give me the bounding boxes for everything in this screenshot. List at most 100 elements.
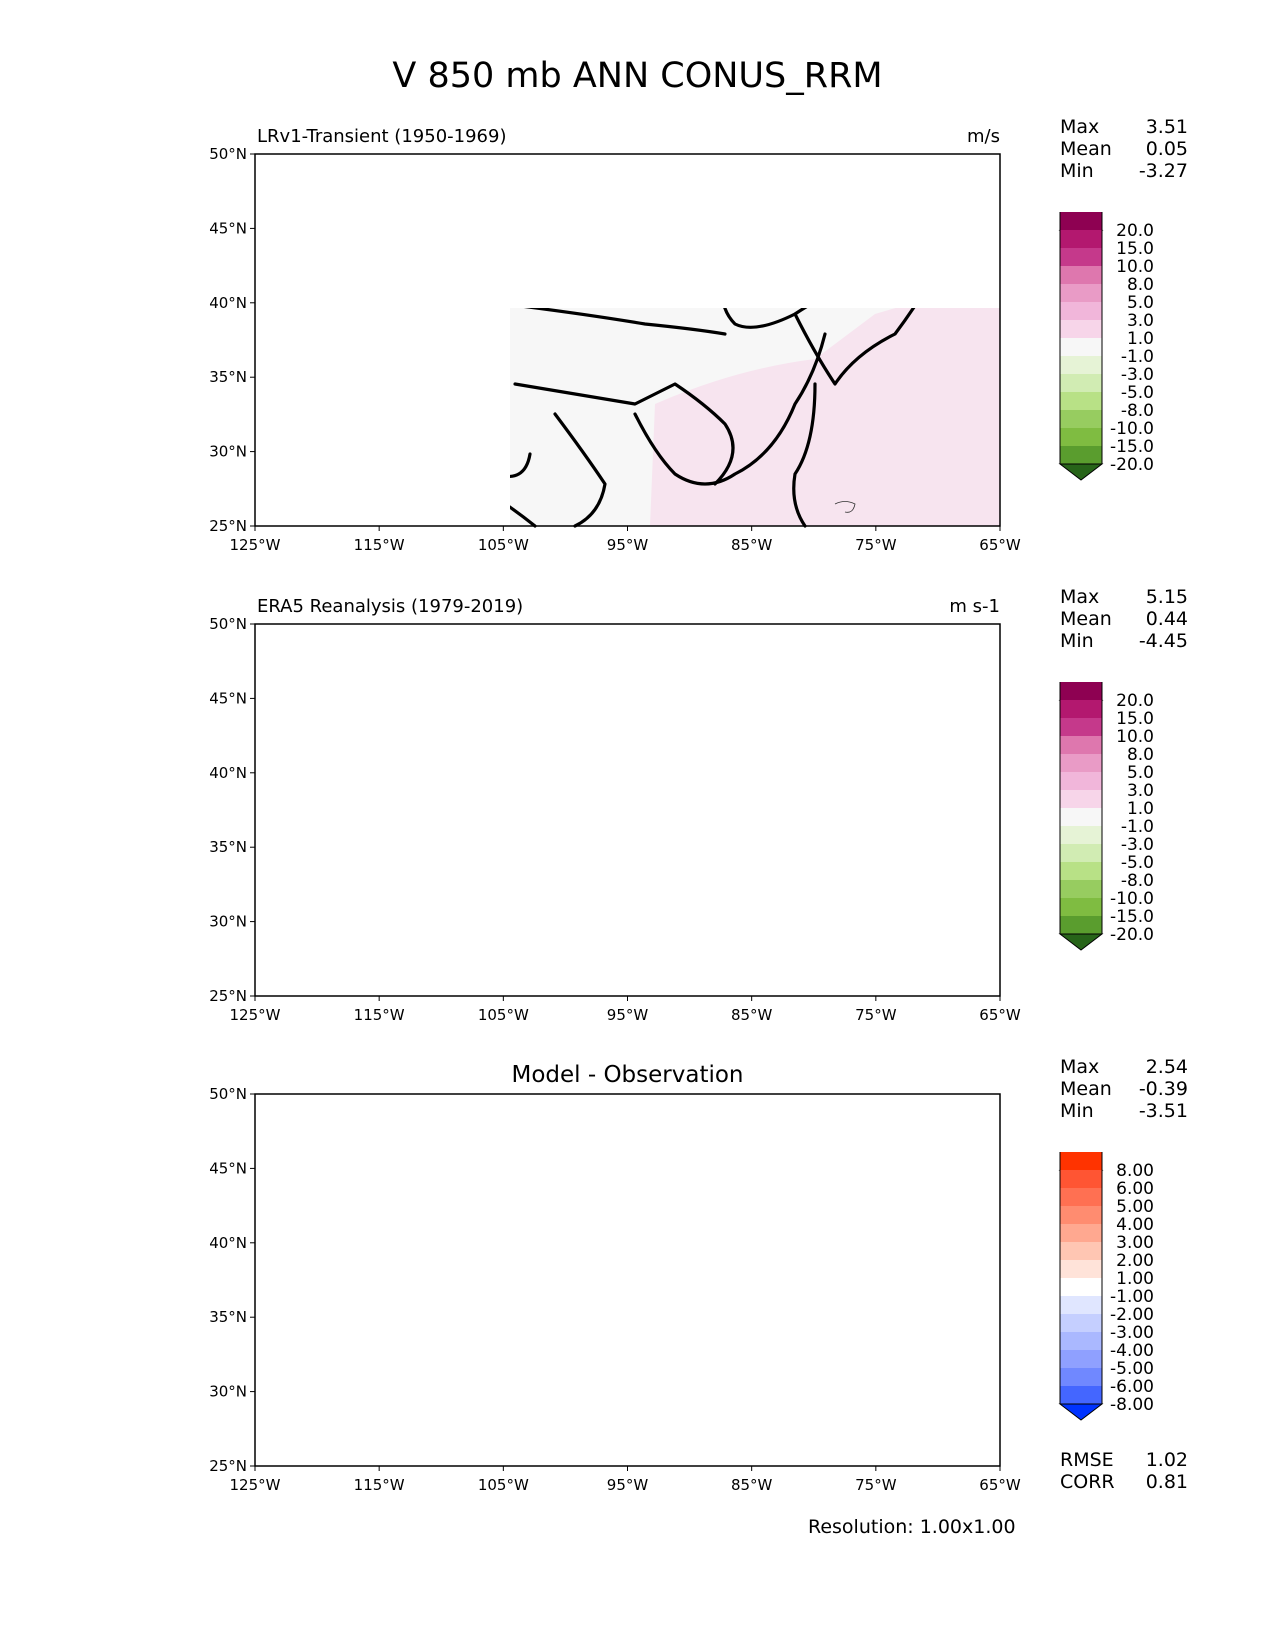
basin-boundary [555,1354,605,1466]
contour-area [255,384,295,452]
stat-label: Mean [1060,1078,1112,1100]
colorbar-extend-bottom [1058,933,1104,951]
colorbar-label: 5.0 [1127,763,1154,783]
stat-value: 5.15 [1146,586,1188,608]
colorbar-label: 10.0 [1116,257,1154,277]
coastline [375,414,425,526]
basin-boundary [513,382,735,486]
basin-boundary [515,854,733,954]
basin-boundary [515,1324,733,1424]
coastline [395,894,455,996]
stat-value: 1.02 [1146,1449,1188,1471]
colorbar-label: 3.0 [1127,311,1154,331]
colorbar-segment [1060,1278,1102,1296]
lon-tick-label: 85°W [731,1006,773,1024]
stat-value: 0.81 [1146,1471,1188,1493]
contour-area [255,804,325,974]
lat-tick-label: 25°N [209,1457,247,1475]
basin-boundary [475,924,508,964]
colorbar-segment [1060,898,1102,916]
lon-tick-label: 65°W [979,1476,1021,1494]
basin-boundary [445,1194,493,1364]
coastline [985,704,1000,715]
contour-area [255,624,1000,996]
colorbar-label: 5.00 [1116,1197,1154,1217]
colorbar-outline [1059,682,1103,934]
lon-tick-label: 75°W [855,536,897,554]
stat-label: Max [1060,116,1099,138]
colorbar-label: -4.00 [1110,1341,1154,1361]
colorbar-label: -8.00 [1110,1395,1154,1415]
colorbar-label: -20.0 [1110,455,1154,475]
panel-center-title: Model - Observation [511,1062,743,1088]
colorbar-label: -6.00 [1110,1377,1154,1397]
coastline [395,1364,455,1466]
colorbar-segment [1060,1332,1102,1350]
lat-tick-label: 40°N [209,294,247,312]
colorbar-label: 8.0 [1127,745,1154,765]
stat-label: RMSE [1060,1449,1114,1471]
coastline [935,149,1000,174]
basin-boundary [315,784,421,874]
colorbar-segment [1060,808,1102,826]
stat-label: Mean [1060,608,1112,630]
colorbar-label: 20.0 [1116,691,1154,711]
colorbar-segment [1060,248,1102,266]
colorbar-segment [1060,302,1102,320]
contour-area [815,862,1000,997]
contour-area [355,773,495,996]
coastline [985,1174,1000,1185]
basin-boundary [475,1214,530,1417]
colorbar-label: 6.00 [1116,1179,1154,1199]
stat-value: -3.51 [1139,1100,1188,1122]
basin-boundary [735,664,975,744]
stat-value: -3.27 [1139,160,1188,182]
colorbar-segment [1060,718,1102,736]
colorbar-label: -2.00 [1110,1305,1154,1325]
coastline [835,1442,855,1453]
stat-label: Min [1060,160,1094,182]
stat-value: 0.05 [1146,138,1188,160]
basin-boundary [315,1254,421,1344]
colorbar-label: 8.00 [1116,1161,1154,1181]
contour-area [515,833,608,996]
colorbar-label: -8.0 [1121,401,1154,421]
stat-label: Min [1060,630,1094,652]
basin-boundary [385,624,458,759]
coastline [935,1089,1000,1114]
contour-area [405,172,508,347]
lon-tick-label: 95°W [607,536,649,554]
lat-tick-label: 50°N [209,1085,247,1103]
basin-boundary [722,734,855,797]
lat-tick-label: 30°N [209,443,247,461]
contour-area [505,754,835,996]
colorbar-segment [1060,754,1102,772]
colorbar-label: -1.00 [1110,1287,1154,1307]
coastline [985,234,1000,245]
basin-boundary [555,884,605,996]
lat-tick-label: 40°N [209,1234,247,1252]
coastline [835,972,855,983]
lon-tick-label: 125°W [230,1476,281,1494]
stat-label: Mean [1060,138,1112,160]
coastline [375,1354,425,1466]
basin-boundary [723,308,808,329]
stat-value: 0.44 [1146,608,1188,630]
lat-tick-label: 30°N [209,913,247,931]
colorbar-segment [1060,1206,1102,1224]
contour-area [255,744,395,996]
colorbar-segment [1060,1368,1102,1386]
stat-value: -0.39 [1139,1078,1188,1100]
lat-tick-label: 45°N [209,1159,247,1177]
lat-tick-label: 40°N [209,764,247,782]
colorbar-label: -10.0 [1110,419,1154,439]
colorbar-label: 20.0 [1116,221,1154,241]
colorbar-segment [1060,916,1102,934]
basin-boundary [505,1244,725,1274]
lat-tick-label: 35°N [209,368,247,386]
lat-tick-label: 45°N [209,689,247,707]
colorbar-label: 5.0 [1127,293,1154,313]
contour-area [255,324,370,526]
stat-label: Max [1060,1056,1099,1078]
